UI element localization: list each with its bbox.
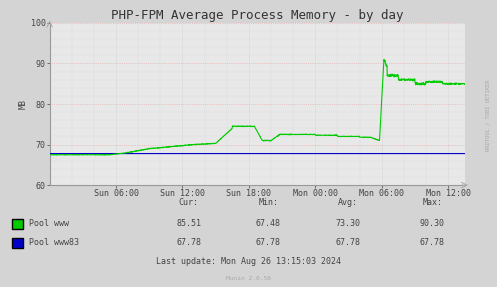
- Text: 73.30: 73.30: [335, 219, 360, 228]
- Text: 67.78: 67.78: [256, 238, 281, 247]
- Text: 67.78: 67.78: [420, 238, 445, 247]
- Text: Min:: Min:: [258, 198, 278, 207]
- Text: Munin 2.0.56: Munin 2.0.56: [226, 276, 271, 282]
- Text: RRDTOOL / TOBI OETIKER: RRDTOOL / TOBI OETIKER: [486, 79, 491, 151]
- Text: 67.48: 67.48: [256, 219, 281, 228]
- Text: Cur:: Cur:: [179, 198, 199, 207]
- Text: Pool www83: Pool www83: [29, 238, 79, 247]
- Y-axis label: MB: MB: [19, 99, 28, 109]
- Text: Pool www: Pool www: [29, 219, 69, 228]
- Text: 85.51: 85.51: [176, 219, 201, 228]
- Text: Last update: Mon Aug 26 13:15:03 2024: Last update: Mon Aug 26 13:15:03 2024: [156, 257, 341, 266]
- Text: Max:: Max:: [422, 198, 442, 207]
- Text: 67.78: 67.78: [176, 238, 201, 247]
- Text: 90.30: 90.30: [420, 219, 445, 228]
- Title: PHP-FPM Average Process Memory - by day: PHP-FPM Average Process Memory - by day: [111, 9, 404, 22]
- Text: Avg:: Avg:: [338, 198, 358, 207]
- Text: 67.78: 67.78: [335, 238, 360, 247]
